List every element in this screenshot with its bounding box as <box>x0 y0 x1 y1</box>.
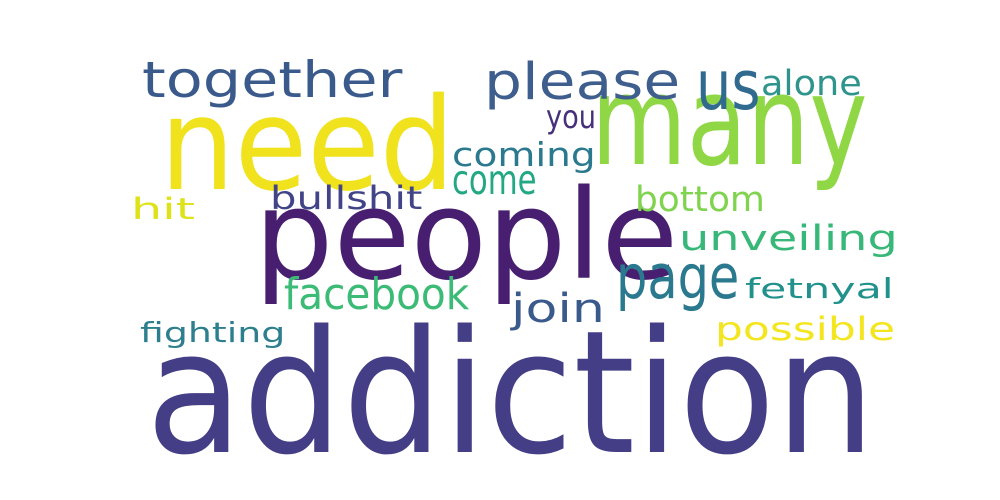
word-page: page <box>615 241 740 314</box>
word-please: please <box>484 52 681 112</box>
word-possible: possible <box>715 310 896 349</box>
word-fetnyal: fetnyal <box>745 271 894 305</box>
word-unveiling: unveiling <box>679 217 899 259</box>
word-addiction: addiction <box>145 294 876 493</box>
word-many: many <box>591 49 868 194</box>
word-come: come <box>451 156 537 205</box>
word-alone: alone <box>760 62 862 104</box>
word-fighting: fighting <box>140 315 286 349</box>
word-facebook: facebook <box>284 270 470 321</box>
word-you: you <box>546 97 596 136</box>
word-join: join <box>511 285 606 332</box>
word-us: us <box>695 45 761 126</box>
word-people: people <box>253 164 679 309</box>
word-hit: hit <box>130 191 195 226</box>
word-need: need <box>159 71 455 221</box>
word-together: together <box>141 51 403 110</box>
word-bottom: bottom <box>634 179 765 220</box>
word-coming: coming <box>451 135 596 174</box>
word-bullshit: bullshit <box>270 178 423 217</box>
